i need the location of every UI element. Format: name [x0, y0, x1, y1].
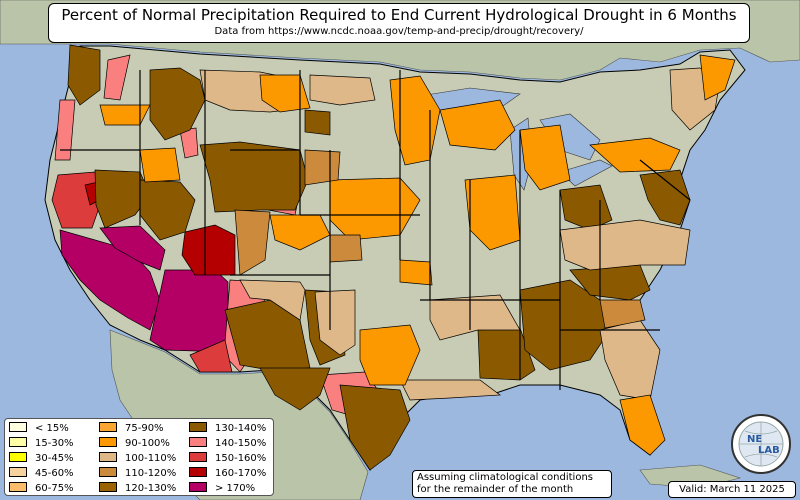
legend-swatch — [9, 482, 27, 492]
legend-label: 30-45% — [35, 453, 74, 464]
legend-label: 120-130% — [125, 483, 177, 494]
legend-item: 110-120% — [99, 467, 176, 480]
legend-label: 160-170% — [215, 468, 267, 479]
legend-swatch — [99, 422, 117, 432]
legend-item: 75-90% — [99, 422, 164, 435]
note-line-2: for the remainder of the month — [417, 484, 574, 495]
legend-item: 90-100% — [99, 437, 170, 450]
legend-label: < 15% — [35, 423, 69, 434]
drought-regions — [51, 44, 736, 471]
legend: < 15% 15-30% 30-45% 45-60% 60-75% 75-90% 90-10… — [4, 418, 274, 496]
legend-label: 60-75% — [35, 483, 74, 494]
logo-text-top: NE — [747, 434, 762, 445]
legend-swatch — [9, 452, 27, 462]
legend-swatch — [9, 437, 27, 447]
legend-label: 110-120% — [125, 468, 177, 479]
legend-item: 130-140% — [189, 422, 266, 435]
legend-item: 120-130% — [99, 482, 176, 495]
legend-label: 15-30% — [35, 438, 74, 449]
legend-label: 140-150% — [215, 438, 267, 449]
legend-item: > 170% — [189, 482, 255, 495]
legend-item: < 15% — [9, 422, 69, 435]
legend-label: 45-60% — [35, 468, 74, 479]
legend-item: 150-160% — [189, 452, 266, 465]
legend-item: 100-110% — [99, 452, 176, 465]
legend-label: > 170% — [215, 483, 256, 494]
legend-label: 130-140% — [215, 423, 267, 434]
legend-item: 140-150% — [189, 437, 266, 450]
legend-label: 150-160% — [215, 453, 267, 464]
valid-date: Valid: March 11 2025 — [668, 481, 796, 498]
legend-item: 15-30% — [9, 437, 74, 450]
nexlab-logo: NE LAB — [731, 414, 791, 474]
note-line-1: Assuming climatological conditions — [417, 472, 593, 483]
legend-item: 45-60% — [9, 467, 74, 480]
legend-label: 100-110% — [125, 453, 177, 464]
map-title: Percent of Normal Precipitation Required… — [61, 6, 737, 24]
legend-swatch — [99, 437, 117, 447]
legend-item: 30-45% — [9, 452, 74, 465]
climatology-note: Assuming climatological conditions for t… — [412, 470, 612, 498]
legend-item: 160-170% — [189, 467, 266, 480]
legend-swatch — [99, 452, 117, 462]
legend-item: 60-75% — [9, 482, 74, 495]
legend-swatch — [189, 452, 207, 462]
legend-swatch — [99, 482, 117, 492]
title-box: Percent of Normal Precipitation Required… — [48, 3, 750, 43]
legend-label: 90-100% — [125, 438, 170, 449]
legend-swatch — [9, 467, 27, 477]
legend-swatch — [189, 467, 207, 477]
legend-label: 75-90% — [125, 423, 164, 434]
legend-swatch — [189, 482, 207, 492]
state-borders — [60, 70, 691, 390]
legend-swatch — [189, 422, 207, 432]
legend-swatch — [99, 467, 117, 477]
legend-swatch — [189, 437, 207, 447]
map-subtitle: Data from https://www.ncdc.noaa.gov/temp… — [214, 26, 584, 37]
logo-text-bottom: LAB — [758, 445, 780, 456]
legend-swatch — [9, 422, 27, 432]
